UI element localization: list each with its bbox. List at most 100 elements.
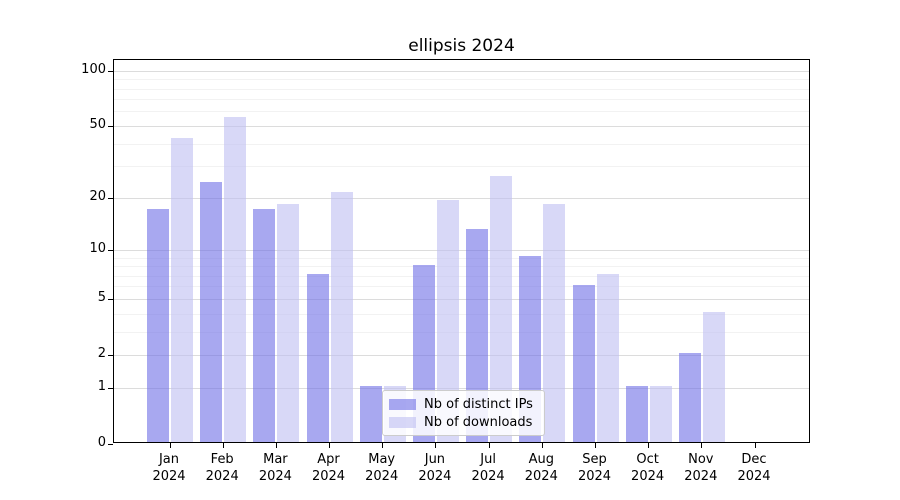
x-tick-month: Oct [636, 452, 659, 467]
x-tick-label-nov: Nov 2024 [673, 451, 729, 485]
y-tick-label-1: 1 [97, 379, 106, 394]
gridline-minor-70 [114, 99, 809, 101]
x-tick-month: Apr [317, 452, 340, 467]
gridline-minor-6 [114, 286, 809, 288]
chart-title: ellipsis 2024 [408, 36, 515, 56]
bar-distinct-ips-jul [466, 228, 489, 442]
gridline-major-20 [114, 197, 809, 199]
gridline-minor-3 [114, 331, 809, 333]
y-tick-mark-20 [108, 197, 113, 199]
x-tick-year: 2024 [418, 469, 452, 484]
x-tick-month: Mar [263, 452, 288, 467]
bar-distinct-ips-jan [147, 208, 169, 442]
x-tick-label-dec: Dec 2024 [726, 451, 782, 485]
bar-downloads-jun [436, 200, 459, 442]
x-tick-mark-may [382, 443, 384, 448]
gridline-minor-9 [114, 257, 809, 259]
y-tick-label-5: 5 [97, 290, 106, 306]
gridline-major-10 [114, 249, 809, 251]
y-tick-mark-0 [108, 443, 113, 445]
legend: Nb of distinct IPs Nb of downloads [382, 390, 545, 436]
gridline-minor-40 [114, 143, 809, 145]
gridline-major-5 [114, 298, 809, 300]
bar-distinct-ips-oct [625, 386, 648, 442]
x-tick-mark-nov [701, 443, 703, 448]
plot-area: Nb of distinct IPs Nb of downloads [108, 59, 810, 448]
bar-downloads-nov [702, 312, 725, 442]
y-tick-label-100: 100 [81, 62, 106, 78]
bar-distinct-ips-may [359, 386, 382, 442]
bar-downloads-aug [543, 204, 566, 442]
y-tick-label-2: 2 [97, 346, 106, 362]
x-tick-label-oct: Oct 2024 [620, 451, 676, 485]
y-tick-label-0: 0 [97, 435, 106, 450]
gridline-major-1 [114, 387, 809, 389]
x-tick-mark-dec [754, 443, 756, 448]
x-tick-year: 2024 [311, 469, 346, 484]
y-tick-label-20: 20 [89, 189, 106, 205]
x-tick-label-may: May 2024 [354, 451, 410, 485]
legend-item-downloads: Nb of downloads [389, 414, 537, 431]
gridline-major-100 [114, 70, 809, 72]
bar-downloads-jan [171, 138, 193, 442]
x-tick-label-aug: Aug 2024 [513, 451, 569, 485]
bar-downloads-feb [224, 116, 247, 442]
x-tick-year: 2024 [205, 469, 239, 484]
y-tick-mark-5 [108, 298, 113, 300]
y-tick-label-50: 50 [89, 117, 106, 133]
x-tick-year: 2024 [737, 469, 771, 484]
gridline-minor-60 [114, 111, 809, 113]
x-tick-mark-jun [435, 443, 437, 448]
x-tick-month: Dec [741, 452, 767, 467]
y-tick-mark-50 [108, 125, 113, 127]
y-tick-mark-10 [108, 249, 113, 251]
bar-distinct-ips-apr [306, 274, 329, 442]
x-tick-label-sep: Sep 2024 [567, 451, 623, 485]
x-tick-mark-aug [541, 443, 543, 448]
bar-downloads-apr [330, 192, 353, 442]
bar-downloads-mar [277, 204, 300, 442]
x-tick-month: Jul [480, 452, 496, 467]
x-tick-year: 2024 [524, 469, 558, 484]
x-tick-label-mar: Mar 2024 [247, 451, 303, 485]
x-tick-label-apr: Apr 2024 [301, 451, 357, 485]
y-tick-mark-100 [108, 70, 113, 72]
x-tick-year: 2024 [684, 469, 718, 484]
bar-distinct-ips-mar [253, 208, 276, 442]
gridline-major-50 [114, 125, 809, 127]
legend-swatch-distinct-ips [389, 399, 416, 410]
x-tick-month: May [368, 452, 396, 467]
x-tick-year: 2024 [471, 469, 505, 484]
gridline-minor-30 [114, 166, 809, 168]
x-tick-mark-feb [222, 443, 224, 448]
x-tick-mark-sep [595, 443, 596, 448]
y-tick-mark-2 [108, 354, 113, 356]
x-tick-year: 2024 [577, 469, 612, 484]
x-tick-month: Jun [424, 452, 446, 467]
gridline-minor-8 [114, 266, 809, 267]
legend-label-distinct-ips: Nb of distinct IPs [424, 397, 533, 412]
x-tick-month: Feb [210, 452, 234, 467]
gridline-major-2 [114, 354, 809, 356]
x-tick-mark-apr [329, 443, 330, 448]
x-tick-label-jun: Jun 2024 [407, 451, 463, 485]
x-tick-year: 2024 [631, 469, 665, 484]
gridline-minor-7 [114, 275, 809, 277]
bar-distinct-ips-nov [678, 353, 701, 442]
x-tick-month: Nov [688, 452, 714, 467]
bar-downloads-oct [649, 386, 672, 442]
x-tick-mark-mar [275, 443, 277, 448]
legend-item-distinct-ips: Nb of distinct IPs [389, 396, 537, 413]
bar-distinct-ips-sep [572, 284, 595, 442]
x-tick-label-jan: Jan 2024 [141, 451, 197, 485]
bar-downloads-sep [596, 274, 619, 442]
x-tick-mark-jan [169, 443, 171, 448]
x-tick-year: 2024 [152, 469, 186, 484]
legend-label-downloads: Nb of downloads [424, 415, 533, 430]
gridline-minor-90 [114, 79, 809, 81]
bar-distinct-ips-feb [200, 182, 223, 442]
x-tick-month: Jan [158, 452, 180, 467]
x-tick-month: Sep [582, 452, 607, 467]
x-tick-mark-jul [488, 443, 490, 448]
